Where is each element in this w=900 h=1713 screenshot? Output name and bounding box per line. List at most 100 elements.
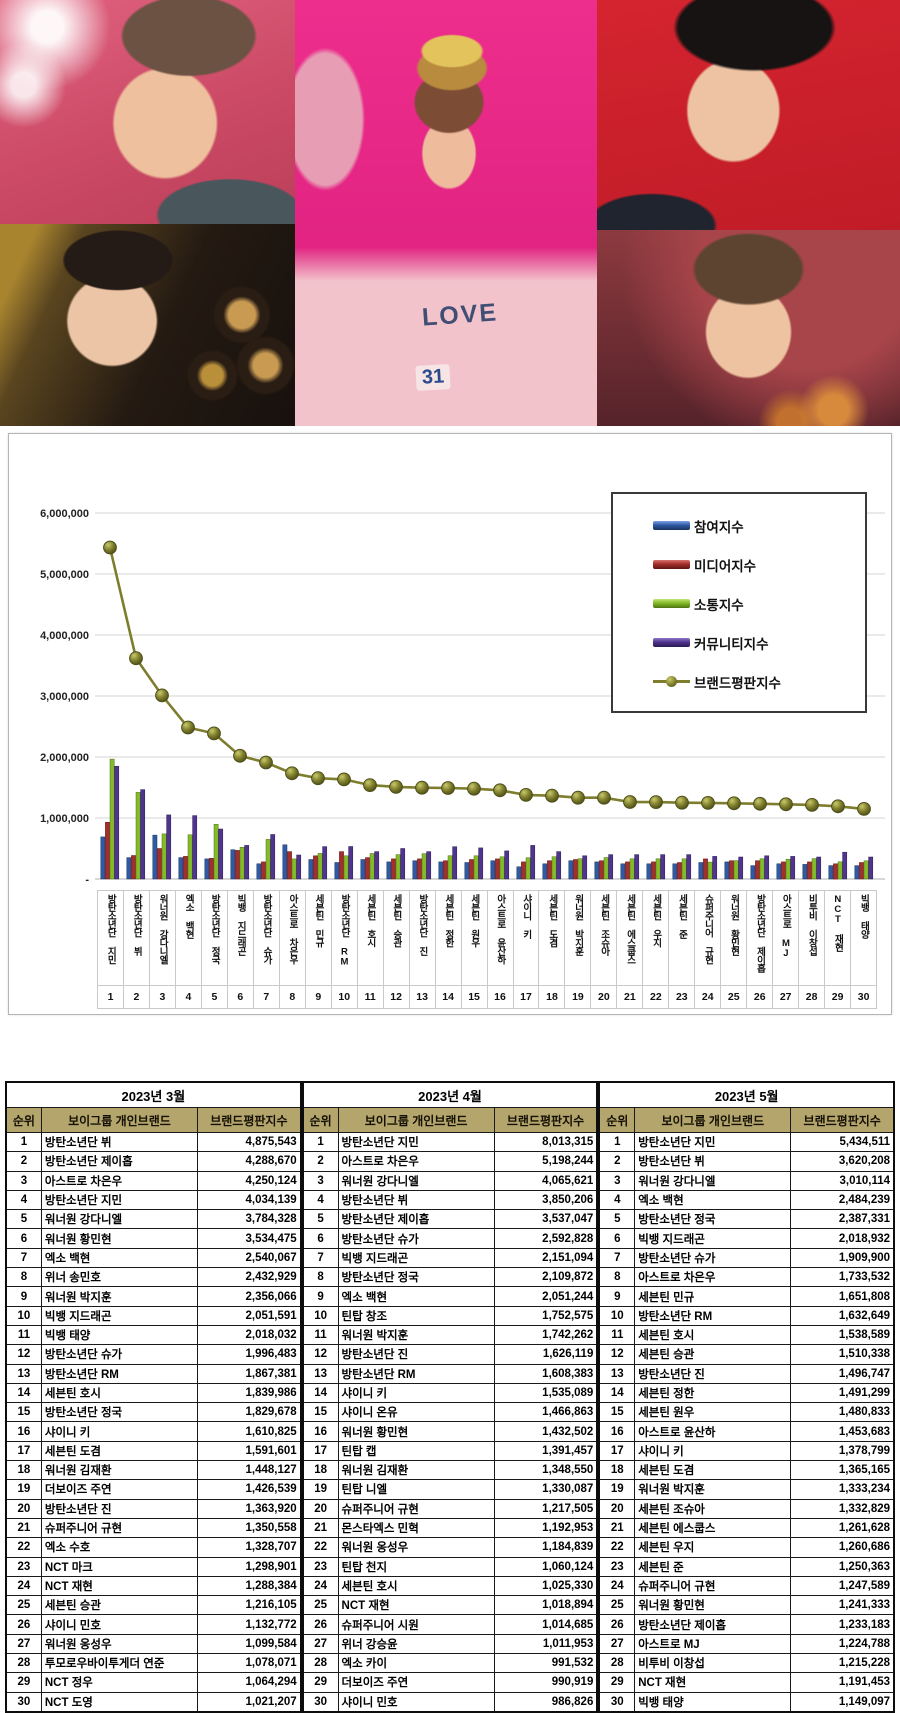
brand-index-marker: [727, 796, 741, 811]
brand-name-cell: 방탄소년단 제이홉: [634, 1614, 792, 1635]
bar-커뮤니티지수: [374, 851, 380, 880]
bar-커뮤니티지수: [244, 845, 250, 880]
brand-name-cell: 샤이니 민호: [40, 1614, 199, 1635]
bar-커뮤니티지수: [348, 846, 354, 880]
legend-label: 미디어지수: [694, 558, 757, 574]
index-value-cell: 1,432,502: [493, 1421, 598, 1442]
x-axis-rank-number: 30: [850, 986, 878, 1009]
bar-미디어지수: [313, 855, 318, 880]
bar-참여지수: [854, 865, 860, 880]
bar-미디어지수: [209, 858, 214, 880]
collage-middle-column: LOVE 31: [295, 0, 597, 426]
bar-커뮤니티지수: [582, 855, 588, 880]
bar-커뮤니티지수: [738, 856, 744, 880]
x-axis-rank-number: 27: [772, 986, 799, 1009]
rank-cell: 26: [5, 1614, 42, 1635]
index-value-cell: 1,021,207: [197, 1691, 302, 1713]
brand-name-cell: 방탄소년단 뷔: [634, 1151, 792, 1172]
index-value-cell: 3,010,114: [790, 1170, 895, 1191]
brand-index-marker: [597, 790, 611, 805]
brand-name-cell: 워너원 황민현: [40, 1228, 199, 1249]
monthly-ranking-tables: 2023년 3월 순위 보이그룹 개인브랜드 브랜드평판지수 1 방탄소년단 뷔 4,875…: [5, 1081, 896, 1713]
table-column-header: 브랜드평판지수: [493, 1107, 598, 1133]
bar-소통지수: [291, 858, 297, 880]
x-axis-rank-number: 6: [226, 986, 253, 1009]
rank-cell: 3: [598, 1170, 636, 1191]
bar-미디어지수: [547, 860, 552, 880]
bar-미디어지수: [495, 858, 500, 880]
rank-cell: 7: [598, 1247, 636, 1269]
index-value-cell: 2,387,331: [790, 1209, 895, 1230]
rank-cell: 2: [5, 1151, 42, 1172]
rank-cell: 22: [5, 1537, 42, 1558]
bar-미디어지수: [365, 857, 370, 880]
brand-name-cell: NCT 마크: [40, 1556, 199, 1577]
rank-cell: 4: [302, 1189, 339, 1211]
table-row: 8 위너 송민호 2,432,929: [5, 1267, 302, 1288]
table-row: 14 세븐틴 호시 1,839,986: [5, 1382, 302, 1404]
brand-name-cell: 아스트로 차은우: [337, 1151, 495, 1172]
rank-cell: 7: [302, 1247, 339, 1269]
rank-cell: 10: [5, 1305, 42, 1326]
x-axis-label: 빅뱅 태양: [850, 890, 878, 986]
x-axis-label: 세븐틴 민규: [304, 890, 331, 986]
index-value-cell: 1,363,920: [197, 1498, 302, 1519]
index-value-cell: 4,875,543: [197, 1131, 302, 1153]
y-axis-tick-label: 2,000,000: [40, 752, 89, 764]
brand-name-cell: 틴탑 천지: [337, 1556, 495, 1577]
index-value-cell: 1,241,333: [790, 1595, 895, 1616]
idol-photo-top-left: [0, 0, 295, 224]
x-axis-rank-number: 1: [97, 986, 123, 1009]
rank-cell: 15: [5, 1402, 42, 1423]
bar-소통지수: [629, 858, 635, 880]
bar-소통지수: [265, 839, 271, 880]
bar-참여지수: [360, 859, 366, 880]
index-value-cell: 3,537,047: [493, 1209, 598, 1230]
index-value-cell: 1,330,087: [493, 1479, 598, 1500]
x-axis-rank-numbers: 1 2 3 4 5 6 7 8 9 10 11 12 13 14 15 16 17 18 19 20 21 22 23 24 2…: [97, 986, 878, 1009]
bar-소통지수: [655, 858, 661, 880]
brand-index-marker: [337, 772, 351, 787]
bar-소통지수: [109, 758, 115, 880]
bar-커뮤니티지수: [478, 847, 484, 880]
bar-커뮤니티지수: [686, 854, 692, 880]
brand-name-cell: NCT 재현: [40, 1575, 199, 1597]
bar-미디어지수: [131, 855, 136, 880]
table-row: 3 아스트로 차은우 4,250,124: [5, 1170, 302, 1191]
index-value-cell: 1,867,381: [197, 1363, 302, 1384]
table-row: 27 위너 강승윤 1,011,953: [302, 1633, 598, 1655]
table-column-header: 브랜드평판지수: [790, 1107, 895, 1133]
table-month-title: 2023년 4월: [302, 1081, 598, 1108]
index-value-cell: 1,733,532: [790, 1267, 895, 1288]
brand-index-marker: [857, 802, 871, 816]
index-value-cell: 4,288,670: [197, 1151, 302, 1172]
bar-미디어지수: [391, 858, 396, 880]
legend-entry: 브랜드평판지수: [653, 662, 865, 701]
y-axis-tick-label: 1,000,000: [40, 813, 89, 825]
brand-index-marker: [233, 748, 247, 763]
table-month-title: 2023년 3월: [5, 1081, 302, 1108]
rank-cell: 14: [598, 1382, 636, 1404]
brand-name-cell: 세븐틴 원우: [634, 1402, 792, 1423]
shirt-number: 31: [415, 364, 451, 391]
brand-name-cell: 방탄소년단 정국: [634, 1209, 792, 1230]
rank-cell: 25: [302, 1595, 339, 1616]
table-row: 1 방탄소년단 지민 8,013,315: [302, 1131, 598, 1153]
bar-소통지수: [811, 858, 817, 880]
bar-소통지수: [135, 792, 141, 880]
legend-bar-swatch-icon: [653, 521, 690, 530]
x-axis-label: 워너원 박지훈: [564, 890, 591, 986]
rank-cell: 24: [598, 1575, 636, 1597]
idol-photo-bottom-left: [0, 224, 295, 426]
table-row: 2 아스트로 차은우 5,198,244: [302, 1151, 598, 1172]
x-axis-label: NCT 재현: [824, 890, 851, 986]
bar-소통지수: [369, 853, 375, 880]
brand-index-marker: [285, 766, 299, 781]
legend-entry: 참여지수: [653, 506, 865, 545]
brand-name-cell: 방탄소년단 제이홉: [40, 1151, 199, 1172]
bar-커뮤니티지수: [140, 789, 146, 880]
index-value-cell: 8,013,315: [493, 1131, 598, 1153]
bar-커뮤니티지수: [452, 846, 458, 880]
brand-index-marker: [259, 755, 273, 770]
brand-index-marker: [389, 780, 403, 794]
